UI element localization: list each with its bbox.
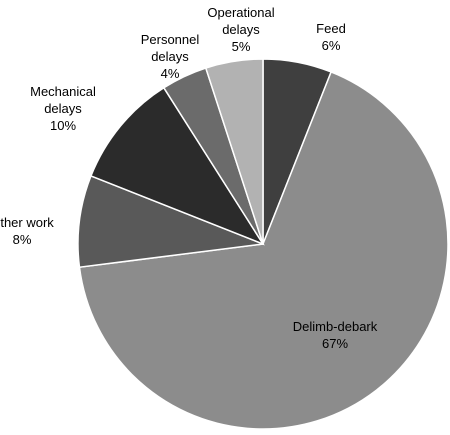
pie-slice-mechanical-delays — [90, 86, 265, 246]
slice-label-feed: Feed 6% — [316, 21, 346, 53]
slice-label-operational-delays: Operational delays 5% — [207, 5, 274, 54]
pie-slice-other-work — [77, 174, 264, 269]
pie-slices — [77, 58, 449, 430]
slice-label-delimb-debark: Delimb-debark 67% — [293, 319, 378, 351]
slice-label-mechanical-delays: Mechanical delays 10% — [30, 84, 96, 133]
pie-slice-delimb-debark — [78, 71, 449, 430]
slice-label-personnel-delays: Personnel delays 4% — [141, 32, 200, 81]
pie-slice-operational-delays — [204, 58, 264, 245]
